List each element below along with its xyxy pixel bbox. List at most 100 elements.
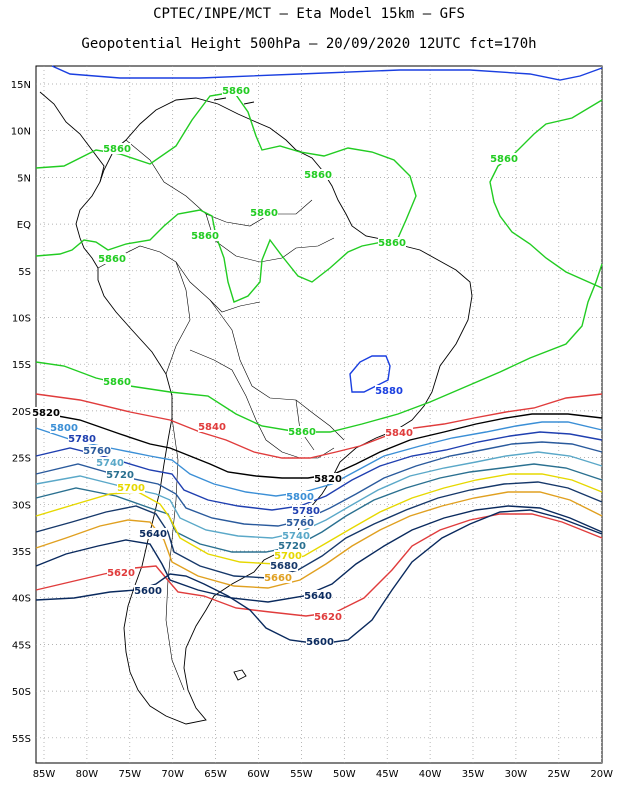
title-line-1: CPTEC/INPE/MCT — Eta Model 15km — GFS — [153, 6, 465, 22]
contour-label: 5640 — [139, 529, 167, 540]
contour-label-bg — [191, 230, 219, 241]
contour-label: 5860 — [103, 377, 131, 388]
contour-label-bg — [139, 528, 167, 539]
latitude-label: 10S — [12, 314, 31, 325]
contour-label: 5700 — [274, 551, 302, 562]
contour-label-bg — [103, 376, 131, 387]
longitude-label: 60W — [247, 769, 270, 780]
contour-5700 — [35, 473, 603, 565]
contour-label: 5780 — [292, 506, 320, 517]
contour-5880-north — [51, 65, 603, 81]
contour-label-bg — [274, 550, 302, 561]
contour-label: 5760 — [83, 446, 111, 457]
latitude-label: 30S — [12, 500, 31, 511]
contour-label: 5780 — [68, 434, 96, 445]
longitude-label: 85W — [33, 769, 56, 780]
contour-label-bg — [68, 433, 96, 444]
contour-5640 — [35, 505, 603, 603]
central-america-coast — [39, 91, 105, 183]
contour-label-bg — [282, 530, 310, 541]
contour-label: 5860 — [222, 86, 250, 97]
contour-label-bg — [306, 636, 334, 647]
contour-5820 — [35, 411, 603, 479]
longitude-label: 45W — [376, 769, 399, 780]
contour-label-bg — [286, 491, 314, 502]
contour-label: 5860 — [378, 238, 406, 249]
contour-label-bg — [50, 422, 78, 433]
contour-label: 5800 — [286, 492, 314, 503]
contour-label-bg — [304, 590, 332, 601]
contour-label: 5860 — [304, 170, 332, 181]
latitude-label: 15N — [11, 80, 31, 91]
contour-label: 5740 — [96, 458, 124, 469]
contour-label-bg — [107, 567, 135, 578]
contour-label: 5840 — [198, 422, 226, 433]
contour-label-bg — [278, 540, 306, 551]
longitude-label: 70W — [161, 769, 184, 780]
longitude-label: 35W — [462, 769, 485, 780]
contour-label: 5640 — [304, 591, 332, 602]
contour-label-bg — [314, 611, 342, 622]
contour-label-bg — [32, 407, 60, 418]
contour-label: 5680 — [270, 561, 298, 572]
contour-5800 — [35, 421, 603, 497]
contour-label: 5600 — [306, 637, 334, 648]
contour-label-bg — [96, 457, 124, 468]
longitude-label: 65W — [204, 769, 227, 780]
contour-label: 5600 — [134, 586, 162, 597]
contour-label-bg — [304, 169, 332, 180]
contour-label: 5860 — [98, 254, 126, 265]
contour-label: 5860 — [490, 154, 518, 165]
longitude-label: 30W — [505, 769, 528, 780]
contour-label-bg — [385, 427, 413, 438]
contour-label: 5700 — [117, 483, 145, 494]
contour-label: 5620 — [314, 612, 342, 623]
contour-label-bg — [375, 385, 403, 396]
latitude-label: 10N — [11, 127, 31, 138]
contour-5880-closed — [349, 355, 391, 393]
contour-label: 5740 — [282, 531, 310, 542]
contour-5860-east — [489, 99, 603, 289]
latitude-label: 5N — [17, 173, 31, 184]
contour-label: 5820 — [32, 408, 60, 419]
latitude-label: 5S — [18, 267, 31, 278]
contour-label: 5840 — [385, 428, 413, 439]
latitude-label: 35S — [12, 547, 31, 558]
contour-label: 5860 — [288, 427, 316, 438]
contour-5660 — [35, 491, 603, 589]
contour-label-bg — [83, 445, 111, 456]
longitude-labels: 85W 80W 75W 70W 65W 60W 55W 50W 45W 40W 35W 30W 25W 2… — [33, 769, 613, 780]
contour-label-bg — [270, 560, 298, 571]
latitude-label: 50S — [12, 687, 31, 698]
contour-label-bg — [264, 572, 292, 583]
contour-label-bg — [106, 469, 134, 480]
contour-label: 5820 — [314, 474, 342, 485]
contour-label: 5860 — [191, 231, 219, 242]
contour-label: 5720 — [278, 541, 306, 552]
latitude-label: 40S — [12, 594, 31, 605]
longitude-label: 25W — [547, 769, 570, 780]
coastlines — [39, 91, 473, 725]
contour-label-bg — [117, 482, 145, 493]
contour-label: 5760 — [286, 518, 314, 529]
longitude-label: 50W — [333, 769, 356, 780]
contour-label-bg — [292, 505, 320, 516]
contour-label-bg — [103, 143, 131, 154]
contour-label: 5860 — [250, 208, 278, 219]
contour-label-group: 5860 5860 5860 5860 5860 5860 5860 5860 5860 5860… — [32, 85, 518, 648]
contour-label: 5800 — [50, 423, 78, 434]
contour-label: 5860 — [103, 144, 131, 155]
longitude-label: 75W — [118, 769, 141, 780]
latitude-labels: 15N 10N 5N EQ 5S 10S 15S 20S 25S 30S 35S 40S 45S 50S 5… — [11, 80, 31, 745]
title-line-2: Geopotential Height 500hPa — 20/09/2020 … — [81, 36, 537, 52]
falkland-islands — [233, 669, 247, 681]
contour-5840 — [35, 393, 603, 459]
contour-label-bg — [378, 237, 406, 248]
contour-label-bg — [490, 153, 518, 164]
contour-label-bg — [286, 517, 314, 528]
longitude-label: 80W — [76, 769, 99, 780]
contour-5680 — [35, 481, 603, 579]
contour-label-bg — [222, 85, 250, 96]
longitude-label: 40W — [419, 769, 442, 780]
